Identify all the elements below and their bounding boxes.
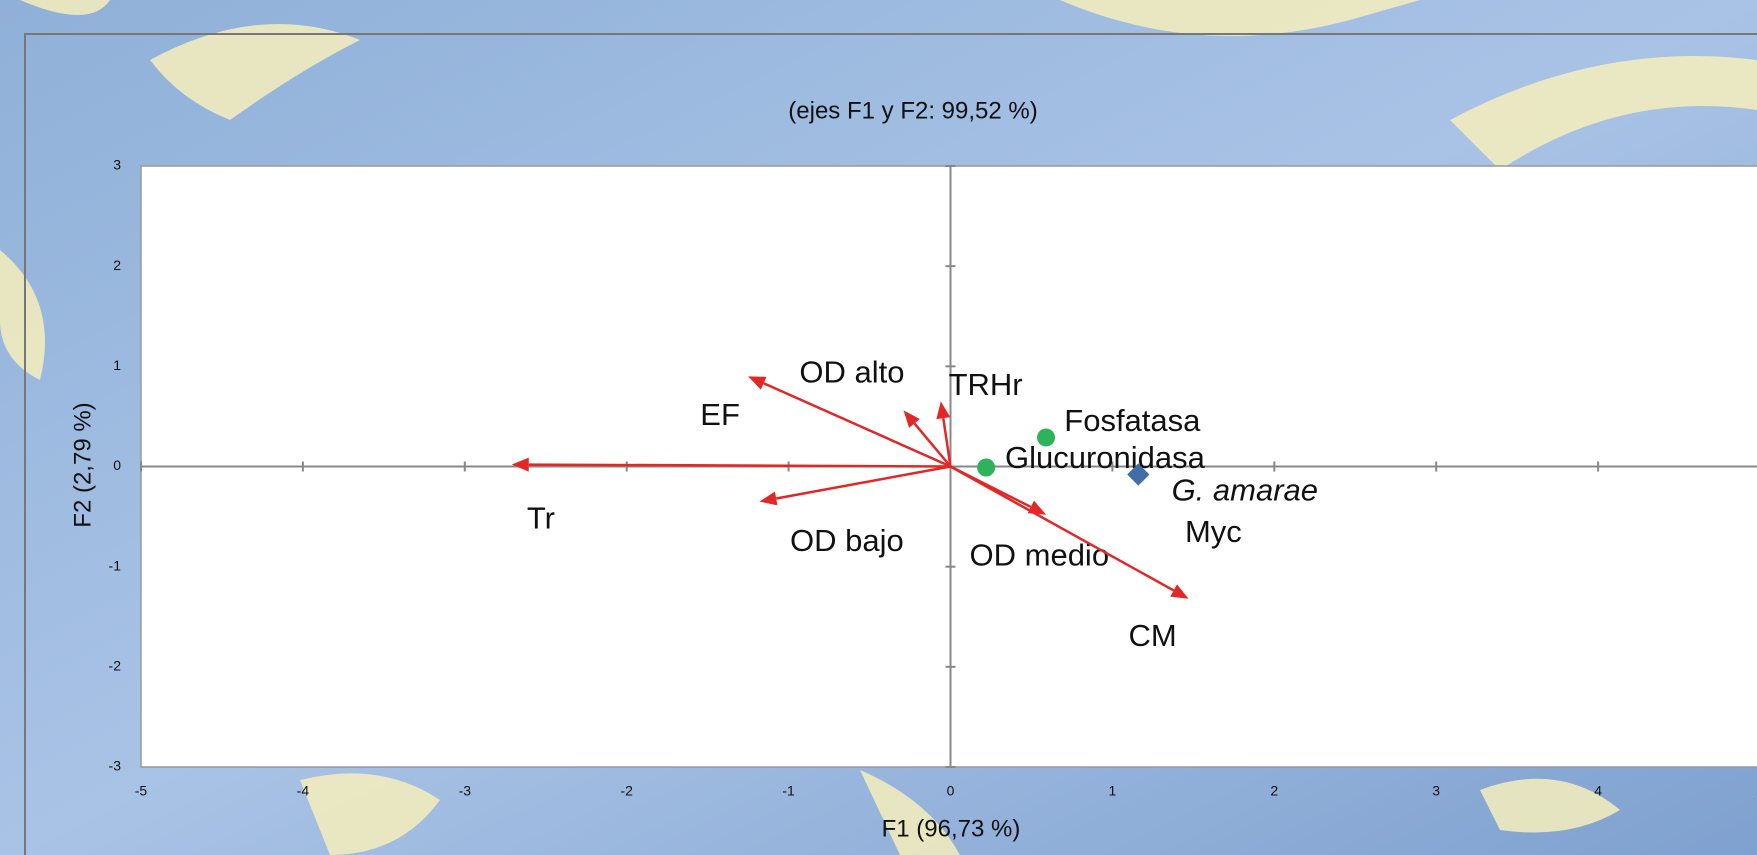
y-tick-label: -2 bbox=[109, 658, 122, 674]
y-tick-label: -1 bbox=[109, 557, 122, 573]
x-tick-label: -4 bbox=[297, 783, 310, 799]
y-axis-label: F2 (2,79 %) bbox=[69, 402, 96, 527]
vector-label: TRHr bbox=[949, 367, 1023, 402]
x-tick-label: -2 bbox=[620, 783, 633, 799]
x-tick-label: 1 bbox=[1109, 783, 1117, 799]
vector-label: EF bbox=[700, 397, 740, 432]
x-tick-label: 3 bbox=[1432, 783, 1440, 799]
y-tick-label: 0 bbox=[113, 457, 121, 473]
x-tick-label: -3 bbox=[459, 783, 472, 799]
y-tick-label: 2 bbox=[113, 257, 121, 273]
x-tick-label: 2 bbox=[1270, 783, 1278, 799]
x-tick-label: -5 bbox=[135, 783, 148, 799]
observation-label: Glucuronidasa bbox=[1005, 440, 1206, 475]
chart: (ejes F1 y F2: 99,52 %) F1 (96,73 %) F2 … bbox=[0, 0, 1757, 855]
x-tick-label: -1 bbox=[782, 783, 795, 799]
observation-label: G. amarae bbox=[1172, 473, 1318, 508]
page: {"chart_data": { "type": "biplot", "titl… bbox=[0, 0, 1757, 855]
y-tick-label: -3 bbox=[109, 758, 122, 774]
x-tick-label: 4 bbox=[1594, 783, 1602, 799]
observation-point bbox=[977, 459, 995, 477]
y-tick-label: 1 bbox=[113, 357, 121, 373]
observation-label: Myc bbox=[1185, 514, 1242, 549]
vector-label: OD alto bbox=[799, 355, 904, 390]
vector-label: Tr bbox=[527, 501, 555, 536]
chart-title: (ejes F1 y F2: 99,52 %) bbox=[788, 97, 1037, 124]
observation-label: Fosfatasa bbox=[1064, 403, 1201, 438]
x-axis-label: F1 (96,73 %) bbox=[882, 815, 1021, 842]
vector-label: CM bbox=[1129, 618, 1177, 653]
y-tick-label: 3 bbox=[113, 157, 121, 173]
x-tick-label: 0 bbox=[947, 783, 955, 799]
vector-label: OD bajo bbox=[790, 523, 904, 558]
